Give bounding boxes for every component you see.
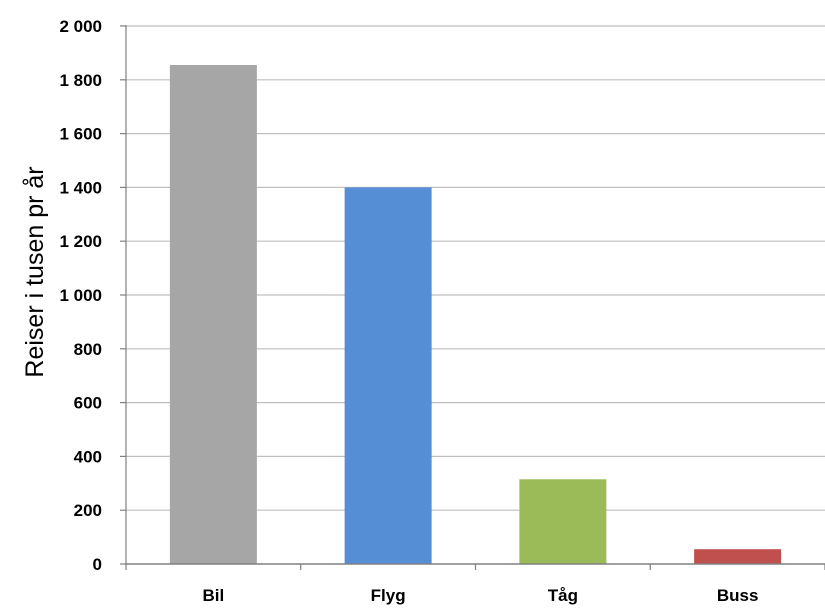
y-tick-label: 600 xyxy=(74,394,102,413)
bars xyxy=(169,65,782,564)
y-tick-label: 0 xyxy=(93,555,102,574)
bar-tåg xyxy=(519,479,607,564)
x-tick-label: Flyg xyxy=(371,586,406,605)
y-tick-label: 200 xyxy=(74,501,102,520)
bar-buss xyxy=(694,549,782,564)
x-tick-label: Buss xyxy=(717,586,759,605)
y-tick-label: 400 xyxy=(74,447,102,466)
y-tick-labels: 0 200 400 600 800 1 000 1 200 1 400 1 600 1 800 2 … xyxy=(59,17,102,574)
axes xyxy=(120,25,825,570)
y-tick-label: 1 600 xyxy=(59,125,102,144)
bar-flyg xyxy=(344,187,432,564)
y-tick-label: 1 400 xyxy=(59,178,102,197)
y-axis-label: Reiser i tusen pr år xyxy=(21,166,49,377)
x-tick-label: Tåg xyxy=(548,586,578,605)
y-tick-label: 1 800 xyxy=(59,71,102,90)
y-tick-label: 800 xyxy=(74,340,102,359)
bar-bil xyxy=(169,65,257,564)
y-tick-label: 1 200 xyxy=(59,232,102,251)
y-tick-label: 1 000 xyxy=(59,286,102,305)
y-tick-label: 2 000 xyxy=(59,17,102,36)
x-tick-labels: Bil Flyg Tåg Buss xyxy=(203,586,759,605)
x-tick-label: Bil xyxy=(203,586,225,605)
